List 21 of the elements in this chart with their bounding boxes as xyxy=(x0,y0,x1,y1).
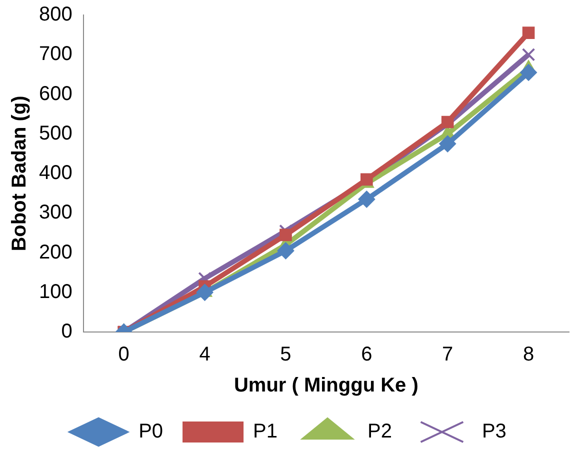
x-tick-label: 8 xyxy=(522,344,534,366)
y-axis-title: Bobot Badan (g) xyxy=(8,96,31,252)
y-tick-label: 600 xyxy=(38,82,72,105)
y-tick-label: 500 xyxy=(38,122,72,144)
x-tick-label: 0 xyxy=(118,344,130,366)
legend-label: P3 xyxy=(482,420,506,443)
y-tick-label: 800 xyxy=(38,4,72,26)
x-tick-label: 4 xyxy=(199,344,210,366)
y-tick-label: 700 xyxy=(38,43,72,66)
y-tick-label: 100 xyxy=(38,280,72,303)
x-tick-label: 6 xyxy=(361,344,372,366)
y-tick-label: 200 xyxy=(38,241,72,264)
legend-label: P0 xyxy=(138,420,164,443)
x-axis-title: Umur ( Minggu Ke ) xyxy=(234,374,418,397)
legend-label: P2 xyxy=(368,420,392,443)
legend-label: P1 xyxy=(253,420,278,443)
y-tick-label: 0 xyxy=(61,320,72,343)
y-tick-label: 400 xyxy=(38,162,72,184)
y-tick-label: 300 xyxy=(38,202,72,224)
x-tick-label: 5 xyxy=(280,344,292,366)
x-tick-label: 7 xyxy=(442,344,454,366)
